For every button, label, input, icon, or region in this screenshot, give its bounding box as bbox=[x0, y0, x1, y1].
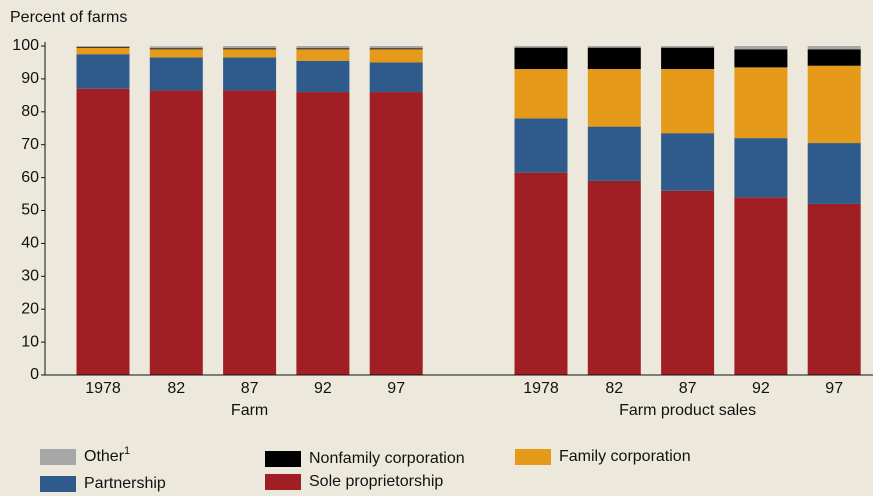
legend-label: Partnership bbox=[84, 475, 166, 492]
legend-swatch bbox=[515, 449, 551, 465]
bar-segment bbox=[661, 47, 715, 70]
bar-segment bbox=[296, 49, 350, 61]
bar-segment bbox=[76, 46, 130, 47]
bar-segment bbox=[661, 190, 715, 375]
legend-label-name: Nonfamily corporation bbox=[309, 450, 465, 467]
bar-segment bbox=[369, 49, 423, 63]
y-tick-label: 10 bbox=[21, 333, 39, 350]
bar-segment bbox=[807, 46, 861, 50]
y-tick-label: 0 bbox=[30, 366, 39, 383]
bar-segment bbox=[369, 92, 423, 375]
x-tick-label: 87 bbox=[241, 380, 259, 397]
y-tick-label: 100 bbox=[12, 37, 39, 54]
bar-segment bbox=[514, 46, 568, 48]
x-tick-label: 97 bbox=[825, 380, 843, 397]
bar-segment bbox=[587, 180, 641, 375]
legend-swatch bbox=[265, 451, 301, 467]
bar-segment bbox=[514, 47, 568, 70]
x-tick-label: 87 bbox=[679, 380, 697, 397]
y-tick-label: 70 bbox=[21, 136, 39, 153]
x-tick-label: 92 bbox=[314, 380, 332, 397]
bar-segment bbox=[661, 133, 715, 191]
bar-segment bbox=[223, 57, 277, 91]
bar-segment bbox=[734, 67, 788, 139]
legend-label: Nonfamily corporation bbox=[309, 450, 465, 467]
bar-segment bbox=[807, 65, 861, 144]
bar-segment bbox=[223, 49, 277, 58]
bar-segment bbox=[514, 69, 568, 119]
bar-segment bbox=[369, 46, 423, 49]
x-tick-label: 1978 bbox=[85, 380, 121, 397]
legend-swatch bbox=[265, 474, 301, 490]
bar-segment bbox=[296, 46, 350, 49]
legend-label-name: Other bbox=[84, 448, 125, 465]
y-tick-label: 90 bbox=[21, 70, 39, 87]
bar-segment bbox=[76, 54, 130, 89]
bar-segment bbox=[296, 60, 350, 93]
bar-segment bbox=[149, 57, 203, 91]
bar-segment bbox=[734, 138, 788, 198]
legend-label-name: Family corporation bbox=[559, 448, 691, 465]
y-tick-label: 30 bbox=[21, 268, 39, 285]
bar-segment bbox=[149, 48, 203, 50]
legend-swatch bbox=[40, 449, 76, 465]
y-tick-label: 40 bbox=[21, 235, 39, 252]
bar-segment bbox=[149, 46, 203, 49]
bar-segment bbox=[76, 88, 130, 376]
bar-segment bbox=[807, 203, 861, 375]
bar-segment bbox=[807, 49, 861, 66]
bar-segment bbox=[734, 197, 788, 375]
y-tick-label: 60 bbox=[21, 169, 39, 186]
bar-segment bbox=[369, 48, 423, 50]
legend-swatch bbox=[40, 476, 76, 492]
x-tick-label: 82 bbox=[167, 380, 185, 397]
bar-segment bbox=[76, 46, 130, 48]
bar-segment bbox=[587, 47, 641, 70]
group-label: Farm bbox=[231, 402, 268, 419]
legend-label-name: Sole proprietorship bbox=[309, 473, 443, 490]
bar-segment bbox=[661, 46, 715, 48]
bar-segment bbox=[734, 46, 788, 50]
x-tick-label: 97 bbox=[387, 380, 405, 397]
legend-label: Family corporation bbox=[559, 448, 691, 465]
y-tick-label: 20 bbox=[21, 300, 39, 317]
y-tick-label: 80 bbox=[21, 103, 39, 120]
y-axis-label: Percent of farms bbox=[10, 9, 127, 26]
bar-segment bbox=[149, 90, 203, 375]
bar-segment bbox=[587, 46, 641, 48]
bar-segment bbox=[223, 90, 277, 375]
bar-segment bbox=[296, 48, 350, 50]
bar-segment bbox=[223, 48, 277, 50]
legend-label: Sole proprietorship bbox=[309, 473, 443, 490]
bar-segment bbox=[149, 49, 203, 58]
bar-segment bbox=[296, 92, 350, 375]
legend-label: Other1 bbox=[84, 445, 130, 465]
legend-label-name: Partnership bbox=[84, 475, 166, 492]
bar-segment bbox=[587, 69, 641, 127]
bar-segment bbox=[807, 143, 861, 204]
x-tick-label: 1978 bbox=[523, 380, 559, 397]
group-label: Farm product sales bbox=[619, 402, 756, 419]
x-tick-label: 82 bbox=[605, 380, 623, 397]
bar-segment bbox=[369, 62, 423, 93]
y-tick-label: 50 bbox=[21, 202, 39, 219]
x-tick-label: 92 bbox=[752, 380, 770, 397]
bar-segment bbox=[76, 47, 130, 55]
bar-segment bbox=[514, 172, 568, 375]
bar-segment bbox=[223, 46, 277, 49]
bar-segment bbox=[734, 49, 788, 68]
bar-segment bbox=[661, 69, 715, 134]
bar-segment bbox=[587, 126, 641, 181]
legend-footnote: 1 bbox=[124, 445, 130, 457]
bar-segment bbox=[514, 118, 568, 173]
